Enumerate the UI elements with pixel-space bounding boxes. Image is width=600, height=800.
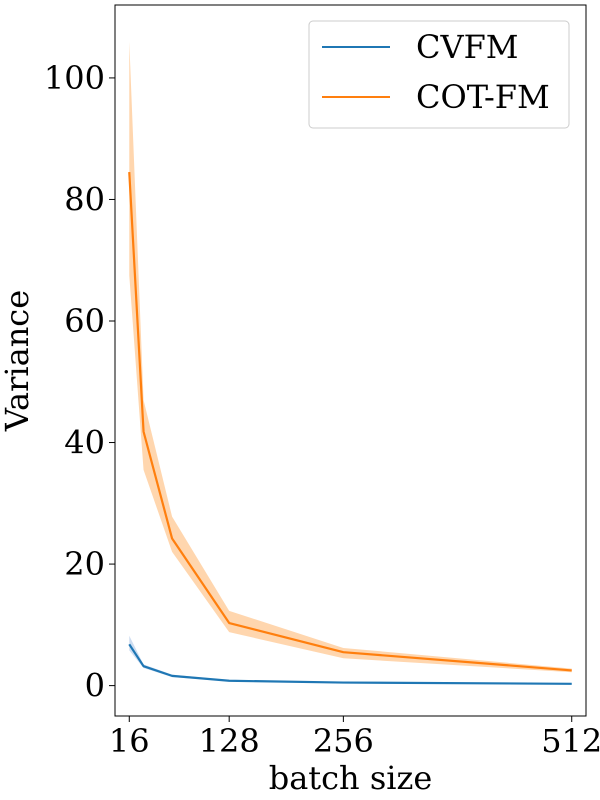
legend-label-cot-fm: COT-FM [416,78,550,116]
confidence-bands [129,41,572,685]
x-tick-label: 16 [109,722,150,760]
y-tick-label: 80 [64,180,105,218]
legend-label-cvfm: CVFM [416,28,519,66]
band-cot-fm [129,41,572,673]
y-tick-label: 20 [64,545,105,583]
y-tick-label: 0 [85,667,105,705]
series-line-cvfm [128,643,572,685]
y-axis-ticks: 0 20 40 60 80 100 [44,59,115,705]
series-lines [128,172,572,685]
x-axis-label: batch size [269,759,433,797]
x-tick-label: 128 [199,722,260,760]
x-axis-ticks: 16 128 256 512 [109,716,600,760]
legend: CVFM COT-FM [308,20,570,129]
plot-area-frame [114,4,587,717]
x-tick-label: 512 [541,722,600,760]
y-axis-label: Variance [0,290,36,432]
y-tick-label: 100 [44,59,105,97]
y-tick-label: 60 [64,302,105,340]
x-tick-label: 256 [313,722,374,760]
y-tick-label: 40 [64,424,105,462]
series-line-cot-fm [128,172,572,672]
